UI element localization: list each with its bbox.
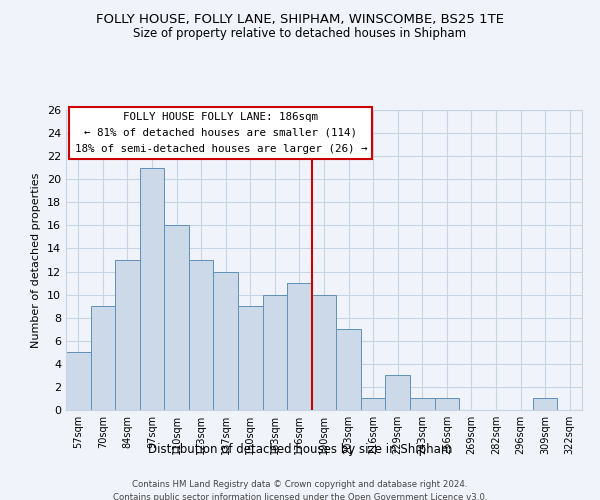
- Text: FOLLY HOUSE, FOLLY LANE, SHIPHAM, WINSCOMBE, BS25 1TE: FOLLY HOUSE, FOLLY LANE, SHIPHAM, WINSCO…: [96, 12, 504, 26]
- Bar: [312, 294, 336, 410]
- Bar: [164, 226, 189, 410]
- Text: Contains HM Land Registry data © Crown copyright and database right 2024.
Contai: Contains HM Land Registry data © Crown c…: [113, 480, 487, 500]
- Bar: [410, 398, 434, 410]
- Bar: [140, 168, 164, 410]
- Bar: [66, 352, 91, 410]
- Bar: [361, 398, 385, 410]
- Bar: [263, 294, 287, 410]
- Bar: [91, 306, 115, 410]
- Bar: [434, 398, 459, 410]
- Bar: [214, 272, 238, 410]
- Bar: [533, 398, 557, 410]
- Bar: [287, 283, 312, 410]
- Bar: [385, 376, 410, 410]
- Bar: [189, 260, 214, 410]
- Bar: [115, 260, 140, 410]
- Y-axis label: Number of detached properties: Number of detached properties: [31, 172, 41, 348]
- Bar: [336, 329, 361, 410]
- Text: FOLLY HOUSE FOLLY LANE: 186sqm
← 81% of detached houses are smaller (114)
18% of: FOLLY HOUSE FOLLY LANE: 186sqm ← 81% of …: [74, 112, 367, 154]
- Bar: [238, 306, 263, 410]
- Text: Distribution of detached houses by size in Shipham: Distribution of detached houses by size …: [148, 442, 452, 456]
- Text: Size of property relative to detached houses in Shipham: Size of property relative to detached ho…: [133, 28, 467, 40]
